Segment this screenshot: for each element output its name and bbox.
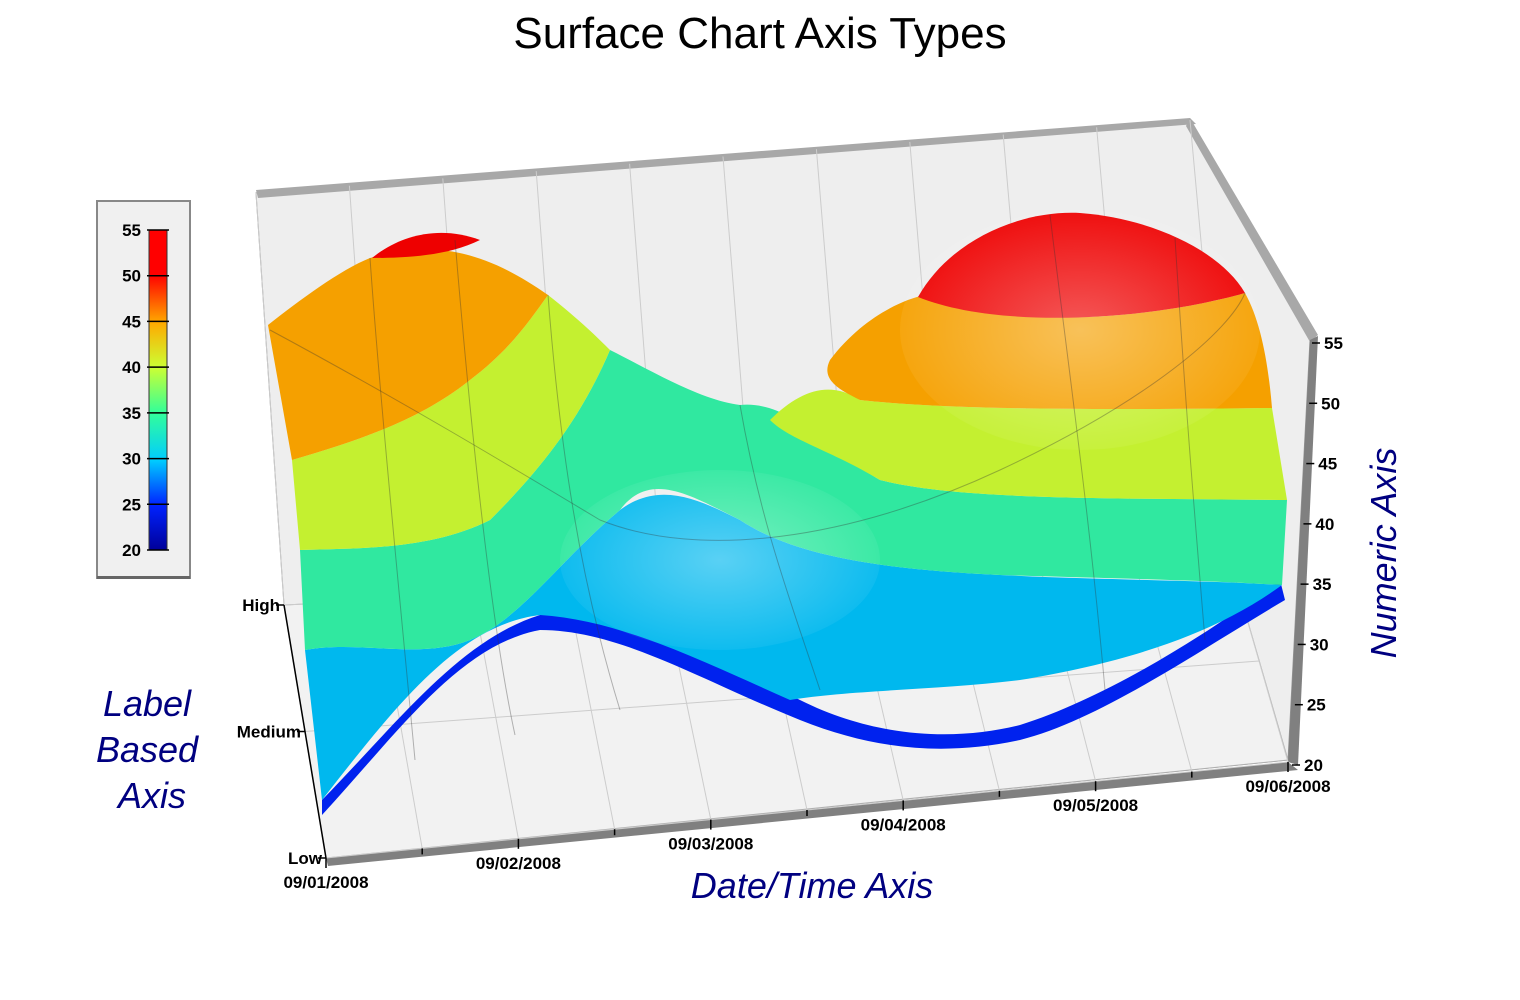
legend-tick-label: 55 [122,221,141,240]
legend-ticks: 20 25 30 35 40 45 50 55 [122,221,169,560]
surface-highlight-right [900,210,1260,450]
legend-frame [96,200,191,579]
y-axis-line [283,604,327,859]
y-axis-title: Label Based Axis [96,683,208,816]
right-frame-edge [1186,118,1318,342]
legend-tick-label: 25 [122,495,141,514]
legend-colorbar [148,229,168,551]
x-tick-label: 09/01/2008 [283,873,368,892]
y-tick-label: High [242,596,280,615]
z-tick-label: 20 [1304,756,1323,775]
z-axis-title: Numeric Axis [1363,448,1404,659]
bottom-frame-edge [326,762,1298,866]
z-tick-label: 50 [1321,394,1340,413]
z-tick-label: 25 [1307,696,1326,715]
surface-mesh-lines [269,214,1246,761]
y-axis-title-line-1: Label [103,683,192,724]
top-frame-edge [256,118,1196,198]
z-tick-label: 35 [1313,575,1332,594]
chart-title: Surface Chart Axis Types [513,9,1006,58]
y-tick-label: Medium [237,723,301,742]
legend-tick-label: 45 [122,312,141,331]
x-tick-label: 09/04/2008 [861,815,946,834]
color-legend: 20 25 30 35 40 45 50 55 [96,200,191,579]
legend-tick-label: 50 [122,267,141,286]
legend-tick-label: 30 [122,450,141,469]
x-tick-label: 09/02/2008 [476,854,561,873]
z-tick-label: 45 [1318,455,1337,474]
y-axis-title-line-2: Based [96,729,199,770]
surface-plot [268,210,1287,815]
legend-tick-label: 40 [122,358,141,377]
legend-tick-label: 35 [122,404,141,423]
y-tick-label: Low [288,849,323,868]
surface-peak-left [372,232,480,258]
x-tick-label: 09/03/2008 [668,835,753,854]
y-axis-ticks: Low Medium High [237,596,327,868]
z-tick-label: 30 [1310,635,1329,654]
right-wall-frame [1288,336,1318,765]
z-tick-label: 55 [1324,334,1343,353]
surface-band-25-35 [305,494,1282,800]
legend-tick-label: 20 [122,541,141,560]
z-axis-ticks: 20 25 30 35 40 45 50 55 [1292,334,1343,775]
surface-band-40-45 [292,295,1287,550]
surface-highlight-mid [560,470,880,650]
y-axis-title-line-3: Axis [116,775,186,816]
z-tick-label: 40 [1315,515,1334,534]
x-tick-label: 09/06/2008 [1245,777,1330,796]
wall-grid-line [255,192,285,606]
legend-frame-shadow [97,576,190,579]
surface-band-20-25 [322,580,1285,815]
x-tick-label: 09/05/2008 [1053,796,1138,815]
x-axis-title: Date/Time Axis [691,865,933,906]
x-axis-ticks: 09/01/2008 09/02/2008 09/03/2008 09/04/2008… [283,762,1331,892]
